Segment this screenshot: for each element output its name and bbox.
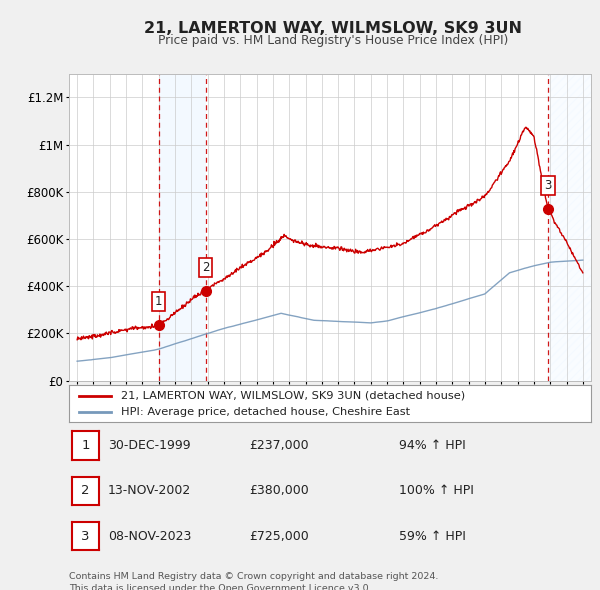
Text: £380,000: £380,000 [249, 484, 309, 497]
Bar [158, 74, 206, 381]
Text: £237,000: £237,000 [249, 439, 308, 452]
Text: £725,000: £725,000 [249, 530, 309, 543]
Text: 3: 3 [81, 530, 90, 543]
Text: 1: 1 [81, 439, 90, 452]
Text: 21, LAMERTON WAY, WILMSLOW, SK9 3UN (detached house): 21, LAMERTON WAY, WILMSLOW, SK9 3UN (det… [121, 391, 466, 401]
Text: 2: 2 [81, 484, 90, 497]
Text: 59% ↑ HPI: 59% ↑ HPI [399, 530, 466, 543]
Text: 2: 2 [202, 261, 209, 274]
Text: 30-DEC-1999: 30-DEC-1999 [108, 439, 191, 452]
Text: 100% ↑ HPI: 100% ↑ HPI [399, 484, 474, 497]
Text: 3: 3 [544, 179, 551, 192]
Text: 94% ↑ HPI: 94% ↑ HPI [399, 439, 466, 452]
Text: 1: 1 [155, 295, 163, 308]
Text: Price paid vs. HM Land Registry's House Price Index (HPI): Price paid vs. HM Land Registry's House … [158, 34, 508, 47]
Text: Contains HM Land Registry data © Crown copyright and database right 2024.
This d: Contains HM Land Registry data © Crown c… [69, 572, 439, 590]
Text: 13-NOV-2002: 13-NOV-2002 [108, 484, 191, 497]
Bar [548, 74, 591, 381]
Text: 08-NOV-2023: 08-NOV-2023 [108, 530, 191, 543]
Text: HPI: Average price, detached house, Cheshire East: HPI: Average price, detached house, Ches… [121, 407, 410, 417]
Text: 21, LAMERTON WAY, WILMSLOW, SK9 3UN: 21, LAMERTON WAY, WILMSLOW, SK9 3UN [144, 21, 522, 35]
